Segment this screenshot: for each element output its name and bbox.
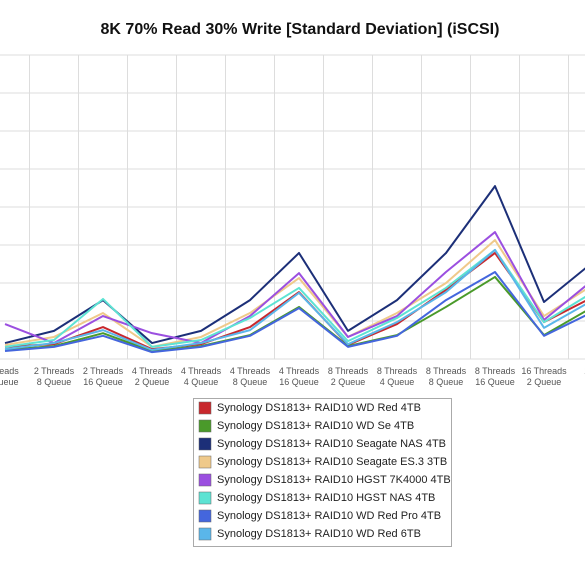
series-line (4, 231, 585, 345)
legend-label: Synology DS1813+ RAID10 HGST NAS 4TB (217, 492, 435, 504)
legend-label: Synology DS1813+ RAID10 Seagate ES.3 3TB (217, 456, 447, 468)
legend-swatch (198, 401, 212, 415)
x-tick-label: 4 Threads (279, 366, 320, 376)
legend-swatch (198, 527, 212, 541)
x-tick-label: 2 Queue (527, 377, 562, 387)
x-tick-label: 4 Queue (184, 377, 219, 387)
legend-label: Synology DS1813+ RAID10 WD Red 6TB (217, 528, 421, 540)
legend-swatch (198, 509, 212, 523)
legend-swatch (198, 473, 212, 487)
legend-swatch (198, 491, 212, 505)
x-tick-label: 16 Queue (475, 377, 515, 387)
series-line (4, 251, 585, 351)
x-tick-label: 4 Queue (380, 377, 415, 387)
series-line (4, 270, 585, 354)
legend-box (193, 398, 452, 547)
x-tick-label: 16 Threads (521, 366, 567, 376)
legend-label: Synology DS1813+ RAID10 Seagate NAS 4TB (217, 438, 446, 450)
series-line (4, 248, 585, 351)
x-tick-label: 16 Queue (83, 377, 123, 387)
legend-swatch (198, 455, 212, 469)
x-tick-label: 8 Threads (475, 366, 516, 376)
x-tick-label: 8 Threads (377, 366, 418, 376)
x-tick-label: 8 Queue (429, 377, 464, 387)
x-tick-label: 8 Threads (426, 366, 467, 376)
x-tick-label: 4 Threads (132, 366, 173, 376)
legend-label: Synology DS1813+ RAID10 HGST 7K4000 4TB (217, 474, 451, 486)
x-tick-label: Queue (0, 377, 19, 387)
series-line (4, 239, 585, 348)
chart-title: 8K 70% Read 30% Write [Standard Deviatio… (101, 21, 500, 38)
x-tick-label: 8 Queue (37, 377, 72, 387)
x-tick-label: 2 Threads (83, 366, 124, 376)
legend-label: Synology DS1813+ RAID10 WD Red Pro 4TB (217, 510, 441, 522)
legend-swatch (198, 437, 212, 451)
x-tick-label: 4 Threads (230, 366, 271, 376)
x-tick-label: 2 Queue (135, 377, 170, 387)
x-tick-label: 8 Threads (328, 366, 369, 376)
x-tick-label: 16 Queue (279, 377, 319, 387)
x-tick-label: 2 Queue (331, 377, 366, 387)
legend-label: Synology DS1813+ RAID10 WD Red 4TB (217, 402, 421, 414)
x-tick-label: 4 Threads (181, 366, 222, 376)
x-tick-label: 2 Threads (34, 366, 75, 376)
x-tick-label: 8 Queue (233, 377, 268, 387)
x-tick-label: hreads (0, 366, 19, 376)
legend-swatch (198, 419, 212, 433)
series-line (4, 275, 585, 353)
legend-label: Synology DS1813+ RAID10 WD Se 4TB (217, 420, 414, 432)
